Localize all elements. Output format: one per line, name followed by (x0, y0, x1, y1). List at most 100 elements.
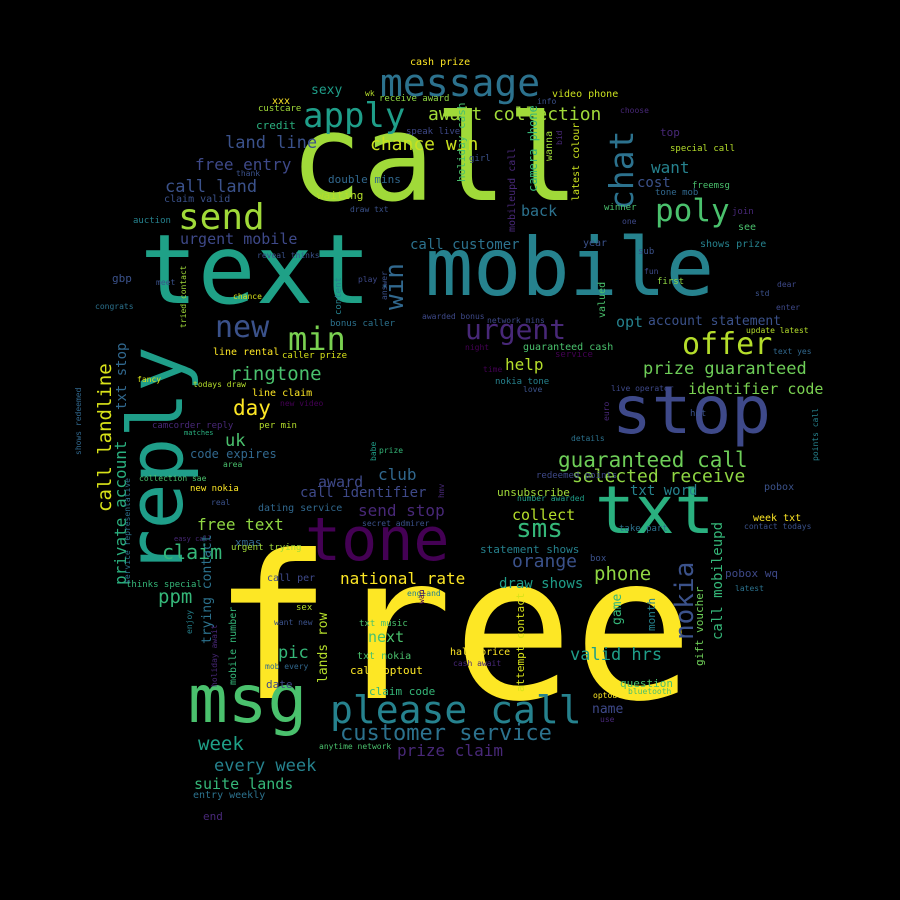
word-national-rate: national rate (340, 569, 466, 588)
word-credit: credit (256, 119, 296, 132)
word-collect: collect (512, 506, 576, 524)
word-wanna: wanna (544, 130, 555, 161)
word-choose: choose (620, 106, 649, 115)
word-babe: babe (369, 441, 378, 461)
word-help: help (505, 355, 544, 374)
word-ringtone: ringtone (230, 363, 322, 385)
word-holiday-await: holiday await (210, 624, 219, 687)
word-custcare: custcare (258, 104, 302, 114)
word-std: std (755, 289, 770, 298)
word-chance-win: chance win (370, 134, 479, 155)
word-guaranteed-cash: guaranteed cash (523, 342, 614, 353)
word-urgent: urgent (465, 313, 567, 346)
word-top: top (660, 126, 680, 139)
word-time: time (483, 365, 503, 374)
word-contact-todays: contact todays (744, 522, 812, 531)
word-club: club (378, 465, 417, 484)
word-area: area (223, 460, 243, 469)
word-answer: answer (380, 271, 389, 300)
word-gift-voucher: gift voucher (693, 586, 706, 666)
word-real: real (211, 498, 231, 507)
word-new: new (215, 310, 270, 345)
word-latest-colour: latest colour (571, 122, 582, 201)
word-gbp: gbp (112, 272, 132, 285)
word-prize-guaranteed: prize guaranteed (643, 359, 807, 379)
word-redeemed-points: redeemed points (536, 471, 618, 481)
word-bonus-caller: bonus caller (330, 319, 396, 329)
word-double-mins: double mins (328, 173, 401, 186)
word-thank: thank (236, 169, 261, 178)
word-orange: orange (512, 551, 578, 572)
word-play: play (358, 275, 378, 284)
word-send-stop: send stop (358, 501, 445, 520)
word-camera-phone: camera phone (526, 105, 540, 192)
word-msg: msg (188, 661, 308, 738)
word-thinks-special: thinks special (126, 580, 202, 590)
word-opt: opt (616, 313, 644, 331)
word-txt-word: txt word (630, 483, 698, 499)
word-free-text: free text (197, 515, 284, 534)
word-shows-redeemed: shows redeemed (74, 387, 83, 455)
word-enter: enter (776, 303, 801, 312)
word-todays-draw: todays draw (193, 380, 246, 389)
word-nokia-tone: nokia tone (495, 377, 550, 387)
word-secret-admirer: secret admirer (362, 519, 430, 528)
word-optout: optout (593, 691, 622, 700)
word-mobile: mobile (425, 221, 714, 314)
word-england: england (407, 589, 441, 598)
word-valued: valued (597, 281, 608, 318)
word-text-yes: text yes (773, 347, 812, 356)
word-call: call (290, 90, 579, 229)
word-offer: offer (682, 327, 773, 362)
word-line-rental: line rental (213, 347, 280, 358)
word-call-identifier: call identifier (300, 485, 427, 501)
word-night: night (465, 343, 490, 352)
word-sms: sms (516, 514, 563, 544)
word-camcorder-reply: camcorder reply (152, 421, 234, 431)
word-identifier-code: identifier code (688, 380, 824, 398)
word-fun: fun (644, 267, 659, 276)
word-bluetooth: bluetooth (628, 687, 672, 696)
word-customer-service: customer service (340, 721, 552, 746)
word-xxx: xxx (272, 96, 291, 107)
word-dear: dear (777, 280, 797, 289)
word-stop: stop (612, 372, 771, 449)
word-min: min (288, 320, 346, 358)
word-freemsg: freemsg (692, 181, 730, 191)
word-use: use (600, 715, 615, 724)
word-await-collection: await collection (428, 104, 602, 125)
word-see: see (738, 222, 757, 233)
word-apply: apply (303, 96, 406, 136)
word-sex: sex (296, 603, 313, 613)
word-draw-txt: draw txt (350, 205, 389, 214)
word-send: send (178, 197, 265, 238)
word-dating-service: dating service (258, 503, 343, 514)
word-anytime-network: anytime network (319, 742, 392, 751)
word-new-video: new video (280, 399, 324, 408)
word-end: end (203, 810, 223, 823)
word-every-week: every week (214, 756, 317, 776)
word-cash-prize: cash prize (410, 57, 471, 68)
word-pic: pic (278, 643, 309, 663)
word-week: week (198, 733, 244, 755)
word-details: details (571, 434, 605, 443)
word-enjoy: enjoy (185, 609, 194, 634)
word-claim-code: claim code (369, 685, 436, 698)
word-wap: wap (417, 589, 426, 604)
word-please-call: please call (330, 688, 582, 732)
word-content: content (334, 277, 344, 315)
word-number-awarded: number awarded (517, 494, 585, 503)
word-winner: winner (604, 203, 637, 213)
word-sub: sub (638, 247, 655, 257)
word-sexy: sexy (311, 83, 343, 98)
word-prize-claim: prize claim (397, 741, 503, 760)
word-girl: girl (469, 154, 491, 164)
word-question: question (620, 677, 673, 690)
word-claim-valid: claim valid (164, 194, 231, 205)
word-speak-live: speak live (406, 127, 461, 137)
word-unsubscribe: unsubscribe (497, 486, 570, 499)
word-pobox-wq: pobox wq (725, 567, 778, 580)
word-hot: hot (690, 409, 707, 419)
word-ppm: ppm (158, 586, 193, 608)
word-year: year (583, 238, 608, 249)
